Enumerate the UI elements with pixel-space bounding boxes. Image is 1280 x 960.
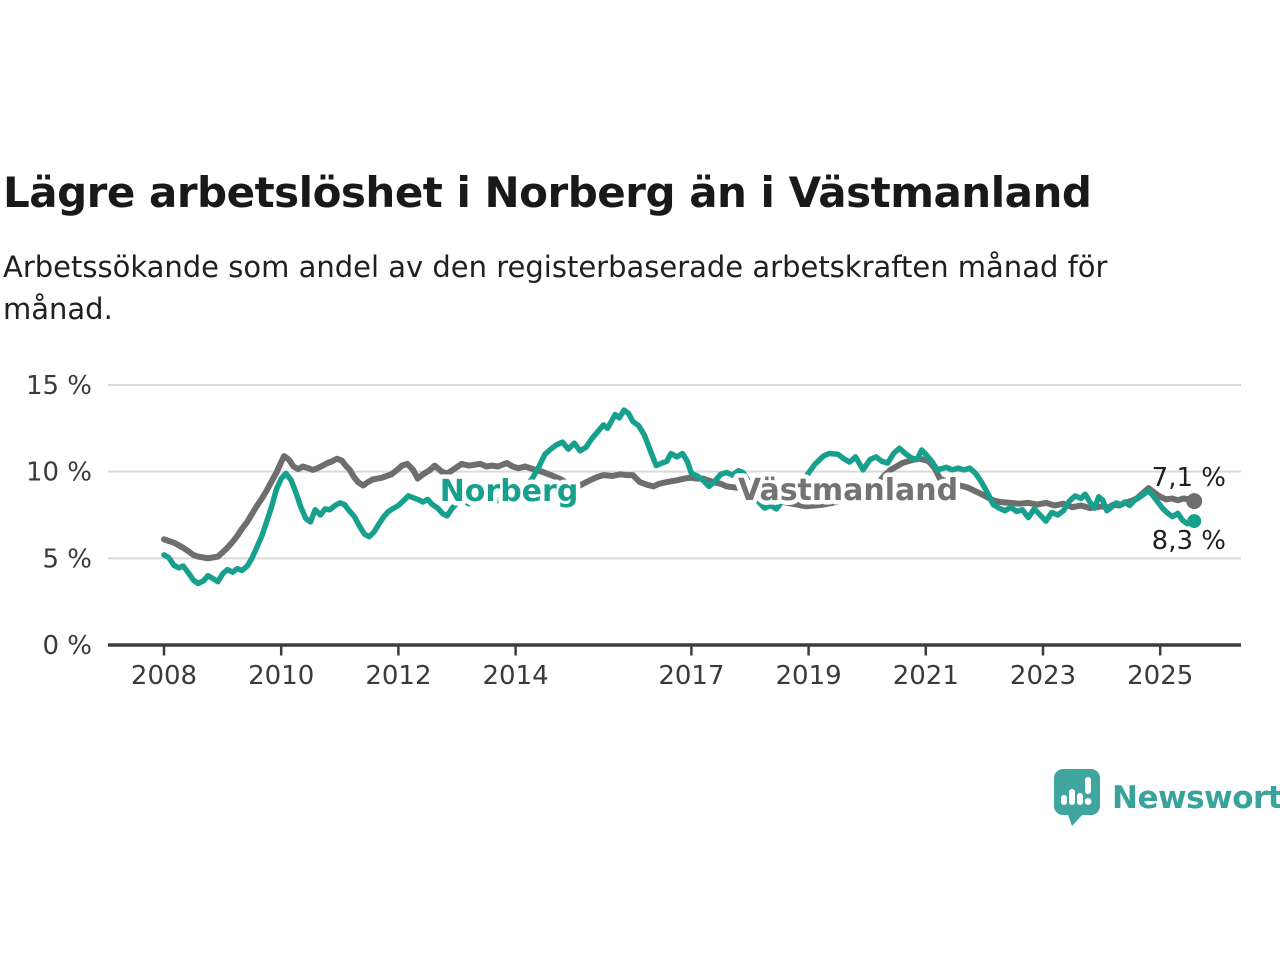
x-axis-tick-label: 2023 <box>1010 661 1076 691</box>
x-axis-tick-label: 2017 <box>658 661 724 691</box>
newsworthy-wordmark: Newsworthy <box>1112 780 1280 816</box>
norberg-latest-value-label: 7,1 % <box>1152 463 1226 493</box>
subtitle-line-1: Arbetssökande som andel av den registerb… <box>3 250 1108 284</box>
y-axis-tick-label: 15 % <box>26 371 92 401</box>
newsworthy-logo[interactable]: Newsworthy <box>1054 769 1280 827</box>
x-axis-tick-label: 2010 <box>248 661 314 691</box>
vastmanland-line <box>161 453 1198 562</box>
x-axis-tick-label: 2025 <box>1127 661 1193 691</box>
x-axis-tick-label: 2008 <box>131 661 197 691</box>
vastmanland-series-label: Västmanland <box>738 473 958 508</box>
norberg-line <box>161 407 1197 587</box>
page-title: Lägre arbetslöshet i Norberg än i Västma… <box>3 168 1092 218</box>
vastmanland-latest-value-label: 8,3 % <box>1152 526 1226 556</box>
x-axis-tick-label: 2021 <box>893 661 959 691</box>
norberg-series-label: Norberg <box>440 474 579 509</box>
page-subtitle: Arbetssökande som andel av den registerb… <box>3 246 1107 330</box>
x-axis-tick-label: 2012 <box>365 661 431 691</box>
x-axis-tick-label: 2014 <box>483 661 549 691</box>
subtitle-line-2: månad. <box>3 292 113 326</box>
y-axis-tick-label: 10 % <box>26 458 92 488</box>
x-axis-tick-label: 2019 <box>776 661 842 691</box>
y-axis-tick-label: 5 % <box>42 544 92 574</box>
vastmanland-end-dot <box>1186 493 1203 510</box>
norberg-end-dot <box>1187 514 1202 529</box>
y-axis-tick-label: 0 % <box>42 631 92 661</box>
bar-chart-speech-bubble-icon <box>1054 769 1100 826</box>
